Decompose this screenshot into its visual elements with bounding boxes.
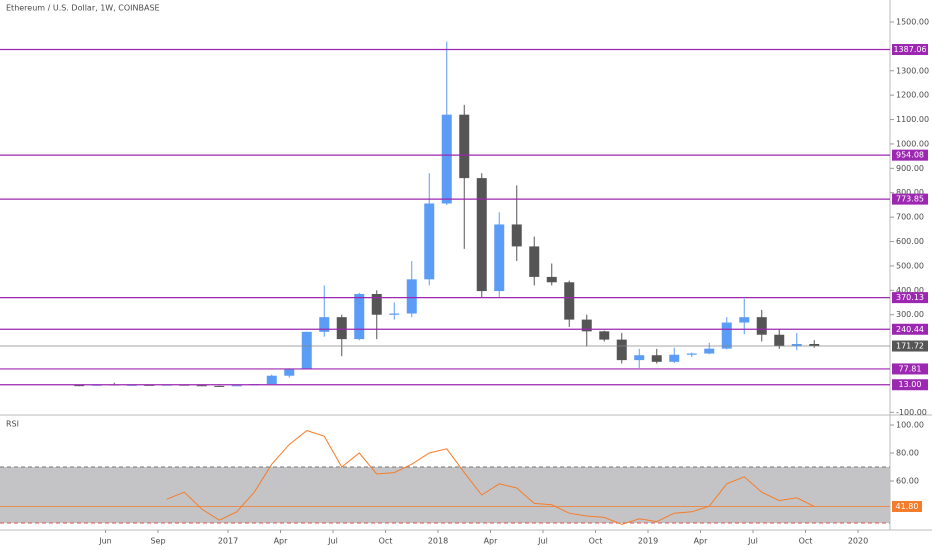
y-tick-label: 1300.00 bbox=[896, 66, 929, 75]
candle-body bbox=[284, 368, 295, 376]
x-tick-label: Sep bbox=[150, 537, 165, 546]
candle-body bbox=[196, 385, 207, 387]
candle-body bbox=[144, 384, 155, 386]
x-tick-label: Apr bbox=[274, 537, 289, 546]
candle-body bbox=[266, 375, 277, 385]
chart-title: Ethereum / U.S. Dollar, 1W, COINBASE bbox=[6, 4, 160, 13]
rsi-title: RSI bbox=[6, 420, 19, 429]
level-label-bg bbox=[892, 44, 928, 56]
y-tick-label: 800.00 bbox=[896, 188, 924, 197]
rsi-y-tick-label: 60.00 bbox=[896, 477, 919, 486]
level-label: 954.08 bbox=[896, 151, 924, 160]
level-label: 1387.06 bbox=[893, 45, 926, 54]
candle-body bbox=[231, 385, 242, 387]
candle-body bbox=[546, 276, 557, 283]
candle-body bbox=[459, 114, 470, 179]
x-tick-label: Oct bbox=[379, 537, 393, 546]
candle-body bbox=[599, 331, 610, 340]
level-label: 370.13 bbox=[896, 293, 924, 302]
x-tick-label: Jul bbox=[747, 537, 758, 546]
candle-body bbox=[739, 317, 750, 323]
candle-body bbox=[424, 203, 435, 280]
candle-body bbox=[669, 354, 680, 362]
y-tick-label: 600.00 bbox=[896, 237, 924, 246]
x-tick-label: Oct bbox=[799, 537, 813, 546]
last-price-label: 171.72 bbox=[896, 342, 924, 351]
candle-body bbox=[214, 385, 225, 387]
candle-body bbox=[301, 331, 312, 369]
y-tick-label: 700.00 bbox=[896, 213, 924, 222]
candle-body bbox=[634, 355, 645, 361]
candle-body bbox=[791, 344, 802, 346]
candle-body bbox=[686, 353, 697, 355]
y-tick-label: 1100.00 bbox=[896, 115, 929, 124]
x-tick-label: 2018 bbox=[428, 537, 448, 546]
candle-body bbox=[756, 317, 767, 335]
level-label: 773.85 bbox=[896, 195, 924, 204]
candle-body bbox=[494, 224, 505, 292]
candle-body bbox=[354, 293, 365, 340]
level-label-bg bbox=[892, 379, 928, 391]
level-label-bg bbox=[892, 363, 928, 375]
x-tick-label: 2019 bbox=[638, 537, 658, 546]
candle-body bbox=[336, 317, 347, 340]
candle-body bbox=[319, 317, 330, 332]
rsi-y-tick-label: 100.00 bbox=[896, 421, 924, 430]
y-tick-label: 500.00 bbox=[896, 261, 924, 270]
level-label-bg bbox=[892, 149, 928, 161]
candle-body bbox=[704, 348, 715, 354]
candle-body bbox=[406, 279, 417, 314]
candle-body bbox=[476, 178, 487, 292]
candle-body bbox=[529, 246, 540, 277]
y-tick-label: -100.00 bbox=[896, 408, 927, 417]
x-tick-label: 2020 bbox=[848, 537, 868, 546]
y-tick-label: 400.00 bbox=[896, 286, 924, 295]
candle-body bbox=[441, 114, 452, 204]
rsi-last-label: 41.80 bbox=[896, 502, 919, 511]
y-tick-label: 900.00 bbox=[896, 164, 924, 173]
candle-body bbox=[651, 355, 662, 362]
level-label: 240.44 bbox=[896, 325, 924, 334]
level-label-bg bbox=[892, 193, 928, 205]
level-label: 13.00 bbox=[899, 380, 922, 389]
x-tick-label: 2017 bbox=[218, 537, 238, 546]
x-tick-label: Jul bbox=[537, 537, 548, 546]
candle-body bbox=[511, 224, 522, 247]
x-tick-label: Jul bbox=[327, 537, 338, 546]
rsi-last-bg bbox=[892, 500, 922, 512]
x-tick-label: Oct bbox=[589, 537, 603, 546]
x-tick-label: Apr bbox=[484, 537, 499, 546]
candle-body bbox=[809, 344, 820, 347]
candle-body bbox=[74, 385, 85, 387]
rsi-band bbox=[0, 467, 890, 523]
level-label-bg bbox=[892, 323, 928, 335]
candle-body bbox=[774, 334, 785, 346]
level-label: 77.81 bbox=[899, 364, 922, 373]
rsi-line bbox=[166, 430, 815, 525]
y-tick-label: 1500.00 bbox=[896, 17, 929, 26]
y-tick-label: 1200.00 bbox=[896, 91, 929, 100]
rsi-y-tick-label: 80.00 bbox=[896, 449, 919, 458]
level-label-bg bbox=[892, 292, 928, 304]
x-tick-label: Jun bbox=[98, 537, 112, 546]
candle-body bbox=[721, 322, 732, 349]
y-tick-label: 300.00 bbox=[896, 310, 924, 319]
candle-body bbox=[616, 339, 627, 361]
candle-body bbox=[389, 313, 400, 315]
candle-body bbox=[371, 293, 382, 315]
y-tick-label: 1000.00 bbox=[896, 139, 929, 148]
candle-body bbox=[564, 282, 575, 320]
last-price-bg bbox=[892, 340, 928, 352]
candle-body bbox=[126, 384, 137, 386]
candle-body bbox=[581, 319, 592, 332]
x-tick-label: Apr bbox=[694, 537, 709, 546]
